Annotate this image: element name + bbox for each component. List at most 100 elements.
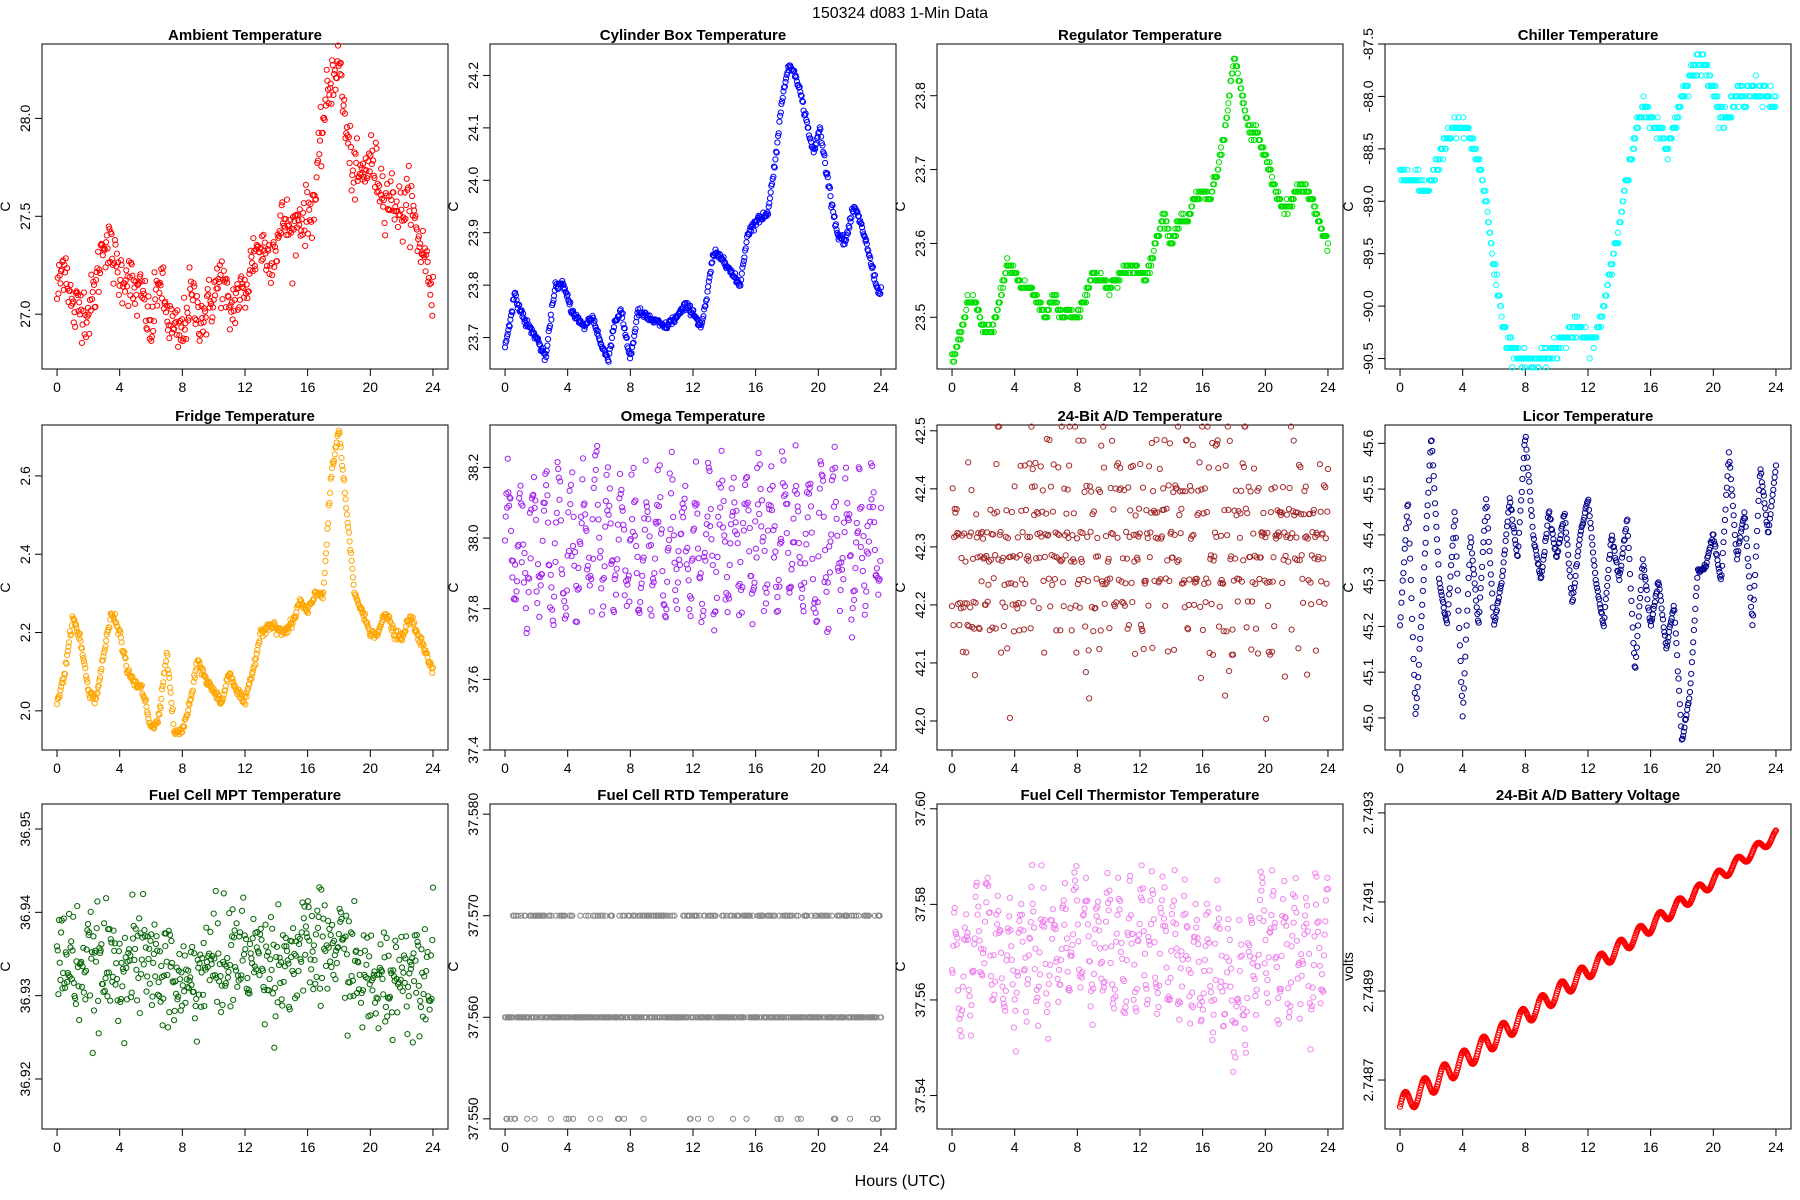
data-point — [512, 561, 519, 568]
x-tick-label: 24 — [1768, 760, 1784, 776]
data-point — [70, 616, 77, 623]
data-point — [1136, 530, 1143, 537]
data-point — [778, 538, 785, 546]
data-point — [826, 184, 834, 191]
data-point — [1417, 624, 1425, 631]
data-point — [177, 317, 184, 325]
data-point — [214, 689, 221, 696]
data-point — [1016, 277, 1024, 284]
data-point — [778, 100, 785, 108]
data-point — [1429, 462, 1437, 469]
y-axis-label: C — [0, 582, 13, 592]
data-point — [106, 624, 113, 631]
data-point — [342, 496, 349, 503]
data-point — [1620, 545, 1627, 552]
data-point — [1438, 592, 1445, 599]
data-point — [60, 675, 67, 682]
data-point — [1438, 588, 1445, 595]
data-point — [1569, 334, 1577, 341]
x-tick-label: 12 — [685, 379, 701, 395]
data-point — [1546, 515, 1554, 522]
data-point — [1147, 529, 1154, 536]
data-point — [967, 604, 974, 611]
data-point — [411, 619, 418, 626]
data-point — [775, 132, 782, 139]
data-point — [1054, 530, 1061, 537]
data-point — [1264, 159, 1271, 166]
data-point — [582, 525, 589, 532]
data-point — [322, 557, 329, 565]
data-point — [672, 597, 680, 604]
data-point — [773, 149, 780, 156]
data-point — [809, 555, 816, 562]
data-point — [1445, 601, 1452, 608]
data-point — [1226, 668, 1233, 675]
data-point — [422, 647, 429, 654]
data-point — [763, 212, 770, 219]
data-point — [557, 478, 564, 485]
data-point — [574, 586, 581, 593]
data-point — [349, 565, 356, 573]
data-point — [95, 248, 102, 255]
data-point — [1401, 166, 1408, 173]
data-point — [141, 296, 148, 303]
data-point — [125, 946, 133, 953]
data-point — [184, 711, 191, 718]
data-point — [168, 937, 175, 945]
data-point — [1559, 521, 1566, 528]
data-point — [1082, 623, 1089, 630]
data-point — [644, 508, 651, 515]
data-point — [1484, 208, 1491, 215]
data-point — [1017, 462, 1024, 469]
data-point — [1322, 484, 1329, 491]
data-point — [1519, 475, 1526, 483]
data-point — [1427, 438, 1435, 445]
data-point — [82, 334, 90, 341]
data-point — [1148, 262, 1155, 269]
x-tick-label: 20 — [1706, 379, 1722, 395]
data-point — [1529, 355, 1536, 362]
data-point — [547, 322, 554, 329]
data-point — [1228, 77, 1235, 85]
data-point — [670, 513, 677, 521]
data-point — [1431, 485, 1438, 492]
data-point — [871, 272, 879, 279]
data-point — [256, 638, 263, 645]
data-point — [311, 192, 318, 199]
data-point — [160, 264, 167, 271]
data-point — [1439, 145, 1446, 152]
data-point — [128, 989, 135, 996]
data-point — [719, 524, 727, 531]
data-point — [331, 67, 338, 74]
data-point — [1230, 651, 1237, 658]
data-point — [774, 139, 781, 146]
data-point — [1129, 462, 1137, 469]
data-point — [1522, 437, 1529, 444]
data-point — [1011, 483, 1018, 490]
data-point — [812, 146, 819, 153]
data-point — [1216, 603, 1223, 610]
data-point — [679, 308, 686, 315]
data-point — [1414, 177, 1421, 184]
data-point — [64, 265, 71, 272]
data-point — [754, 501, 762, 508]
data-point — [1086, 483, 1094, 490]
data-point — [1741, 515, 1749, 522]
data-point — [1665, 145, 1672, 152]
data-point — [766, 195, 774, 202]
data-point — [160, 679, 167, 686]
data-point — [1144, 269, 1151, 277]
data-point — [1524, 464, 1531, 471]
data-point — [1281, 210, 1288, 217]
data-point — [504, 333, 511, 340]
data-point — [148, 333, 155, 340]
data-point — [660, 601, 667, 608]
data-point — [1323, 580, 1330, 587]
data-point — [1109, 437, 1116, 444]
x-axis-label: Hours (UTC) — [855, 1173, 946, 1190]
data-point — [156, 711, 163, 718]
data-point — [581, 500, 588, 507]
data-point — [588, 576, 595, 583]
data-point — [1308, 601, 1315, 608]
data-point — [804, 514, 811, 521]
